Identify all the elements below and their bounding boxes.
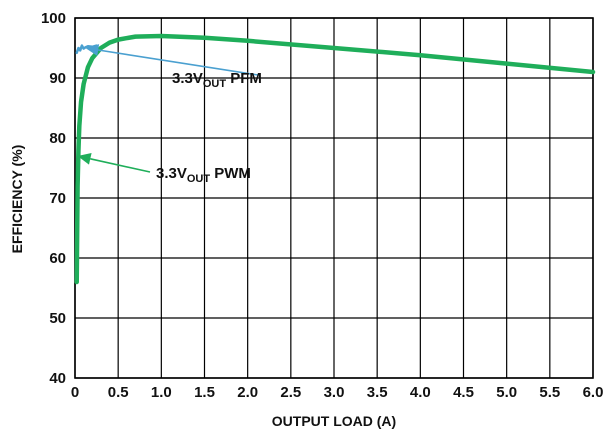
y-tick-label: 40 [49,370,66,387]
x-tick-label: 0 [71,384,79,401]
annotation-arrow-line [90,158,151,173]
x-tick-label: 3.0 [324,384,345,401]
annotation-arrowhead [77,152,92,165]
series-line-pwm [74,33,596,285]
x-tick-labels: 0 0.5 1.0 1.5 2.0 2.5 3.0 3.5 4.0 4.5 5.0 5.5 6.0 [71,384,604,401]
grid [74,17,594,379]
y-tick-label: 80 [49,130,66,147]
y-axis-title: EFFICIENCY (%) [9,145,25,254]
x-tick-label: 5.5 [539,384,560,401]
x-tick-label: 1.5 [194,384,215,401]
x-tick-label: 4.5 [453,384,474,401]
x-tick-label: 0.5 [108,384,129,401]
x-tick-label: 2.5 [280,384,301,401]
annotations: 3.3VOUT PFM 3.3VOUT PWM [77,44,262,185]
annotation-arrow-line [98,49,259,76]
plot-frame [74,17,594,379]
x-tick-label: 6.0 [583,384,604,401]
x-tick-label: 5.0 [496,384,517,401]
y-tick-label: 90 [49,70,66,87]
annotation-arrowhead [85,44,100,56]
annotation-label: 3.3VOUT PFM [172,70,262,90]
y-tick-label: 50 [49,310,66,327]
series-lines [74,33,596,285]
y-tick-labels: 40 50 60 70 80 90 100 [41,10,66,387]
x-tick-label: 4.0 [410,384,431,401]
x-tick-label: 1.0 [151,384,172,401]
annotation-label: 3.3VOUT PWM [156,165,251,185]
y-tick-label: 70 [49,190,66,207]
x-tick-label: 2.0 [237,384,258,401]
x-tick-label: 3.5 [367,384,388,401]
y-tick-label: 100 [41,10,66,27]
x-axis-title: OUTPUT LOAD (A) [272,413,396,429]
y-tick-label: 60 [49,250,66,267]
